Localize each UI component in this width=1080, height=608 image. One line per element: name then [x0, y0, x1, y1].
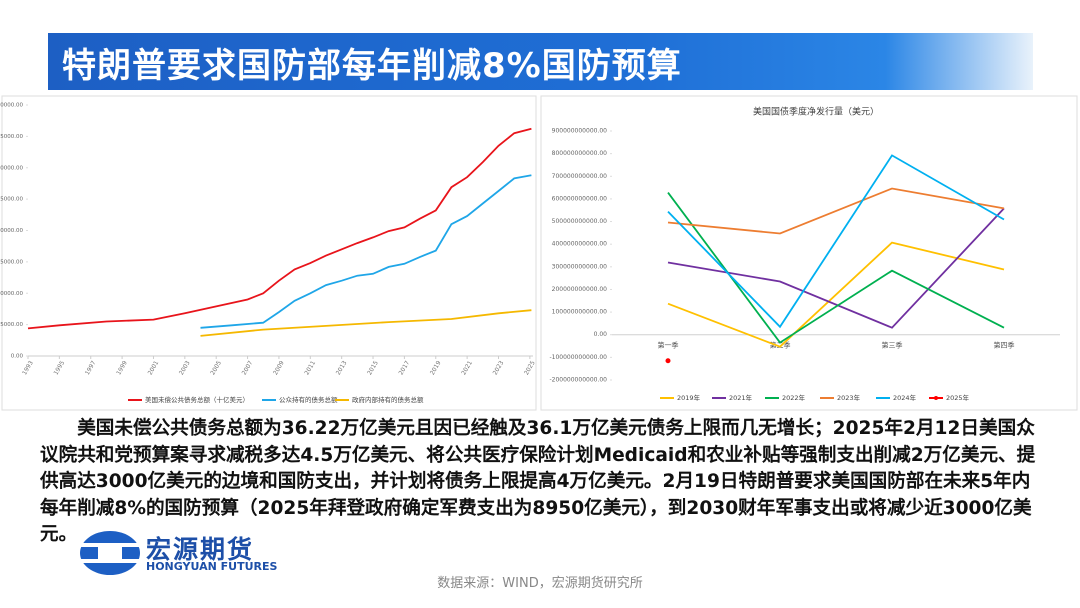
series-line — [667, 241, 1005, 348]
y-tick-label: 0.00 — [594, 331, 608, 338]
y-tick-label: 15000.00 — [0, 259, 23, 265]
left-chart-frame — [1, 95, 537, 411]
x-tick-label: 第四季 — [994, 341, 1015, 350]
source-note: 数据来源：WIND，宏源期货研究所 — [437, 576, 643, 591]
logo-english: HONGYUAN FUTURES — [146, 560, 278, 573]
legend-label: 公众持有的债务总额 — [279, 395, 338, 404]
series-line — [667, 207, 1005, 329]
series-line — [667, 192, 1005, 344]
y-tick-label: 35000.00 — [0, 134, 23, 140]
y-tick-label: 900000000000.00 — [552, 128, 608, 135]
y-tick-label: 600000000000.00 — [552, 195, 608, 202]
y-tick-label: 200000000000.00 — [552, 286, 608, 293]
legend-marker — [934, 396, 938, 400]
slide-title: 特朗普要求国防部每年削减8%国防预算 — [62, 46, 682, 86]
y-tick-label: 0.00 — [11, 354, 24, 360]
y-tick-label: 40000.00 — [0, 103, 23, 109]
y-tick-label: 300000000000.00 — [552, 263, 608, 270]
logo: 宏源期货 HONGYUAN FUTURES — [78, 528, 308, 578]
legend-label: 2021年 — [729, 393, 753, 402]
y-tick-label: 700000000000.00 — [552, 173, 608, 180]
y-tick-label: -100000000000.00 — [549, 354, 607, 361]
y-tick-label: 100000000000.00 — [552, 309, 608, 316]
y-tick-label: 800000000000.00 — [552, 150, 608, 157]
y-tick-label: 500000000000.00 — [552, 218, 608, 225]
legend-label: 2024年 — [893, 393, 917, 402]
x-tick-label: 第一季 — [658, 341, 679, 350]
body-text: 美国未偿公共债务总额为36.22万亿美元且因已经触及36.1万亿美元债务上限而几… — [40, 418, 1036, 545]
charts: 1993 1995 1997 1999 2001 2003 2005 2007 2009 2011… — [0, 95, 1078, 411]
legend-label: 政府内部持有的债务总额 — [352, 395, 424, 404]
y-tick-label: 30000.00 — [0, 165, 23, 171]
y-tick-label: 10000.00 — [0, 291, 23, 297]
title-band — [48, 33, 1033, 90]
y-tick-label: -200000000000.00 — [549, 377, 607, 384]
series-line — [27, 127, 532, 330]
logo-icon — [80, 531, 140, 575]
series-point — [665, 358, 671, 364]
right-chart-frame — [540, 95, 1078, 411]
series-line — [200, 309, 532, 337]
legend-label: 2023年 — [837, 393, 861, 402]
x-tick-label: 第三季 — [882, 341, 903, 350]
y-tick-label: 400000000000.00 — [552, 241, 608, 248]
legend-label: 2022年 — [782, 393, 806, 402]
y-tick-label: 25000.00 — [0, 197, 23, 203]
legend-label: 美国未偿公共债务总额（十亿美元） — [145, 395, 249, 404]
legend-label: 2019年 — [677, 393, 701, 402]
y-tick-label: 5000.00 — [0, 322, 23, 328]
x-tick-label: 第二季 — [770, 341, 791, 350]
series-line — [667, 187, 1005, 235]
series-line — [200, 174, 532, 329]
y-tick-label: 20000.00 — [0, 228, 23, 234]
legend-label: 2025年 — [946, 393, 970, 402]
chart-title: 美国国债季度净发行量（美元） — [753, 106, 879, 118]
logo-name: 宏源期货 — [146, 535, 255, 564]
series-line — [667, 154, 1005, 329]
